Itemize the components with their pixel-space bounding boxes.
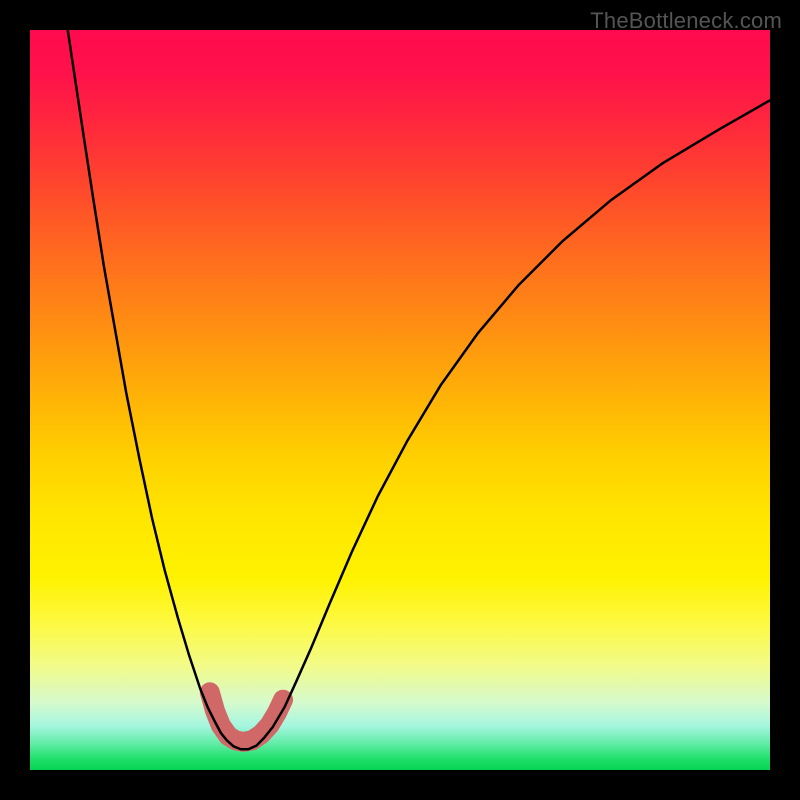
watermark-text: TheBottleneck.com bbox=[590, 8, 782, 34]
chart-frame: TheBottleneck.com bbox=[0, 0, 800, 800]
bottleneck-curve bbox=[68, 30, 770, 749]
curves-layer bbox=[30, 30, 770, 770]
plot-area bbox=[30, 30, 770, 770]
